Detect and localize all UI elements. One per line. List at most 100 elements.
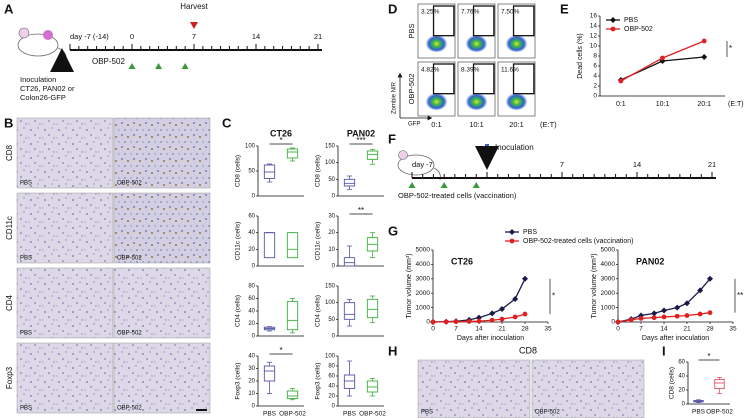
x-tick-label: 0 (431, 326, 435, 333)
day-label: 21 (314, 32, 322, 41)
x-tick-label: 21 (498, 326, 506, 333)
axis-label: CD8 (cells) (235, 155, 242, 187)
box (286, 148, 299, 159)
y-tick-label: 20 (678, 388, 685, 394)
data-point (701, 54, 708, 60)
data-point (660, 55, 665, 61)
x-tick-label: 28 (706, 326, 714, 333)
day-label: 7 (560, 160, 564, 169)
significance: * (279, 346, 282, 355)
y-tick-label: 5000 (416, 247, 431, 254)
chart-title: PAN02 (636, 256, 664, 266)
data-point (466, 319, 472, 324)
box (366, 298, 379, 319)
axis-label: CD4 (cells) (315, 295, 322, 327)
marker-triangle (128, 63, 136, 69)
data-point (638, 316, 644, 321)
panel-label: H (388, 343, 397, 358)
gate-percent: 3.25% (421, 9, 440, 16)
column-title: PAN02 (347, 128, 375, 138)
x-tick-label: 20:1 (697, 101, 711, 108)
y-tick-label: 6 (593, 63, 597, 70)
panel-label: C (222, 115, 232, 130)
data-point (661, 307, 667, 314)
box (286, 232, 299, 259)
gate-percent: 7.50% (501, 9, 520, 16)
y-tick-label: 100 (245, 144, 256, 150)
data-point (651, 315, 657, 321)
y-tick-label: 0 (682, 402, 686, 408)
marker-triangle (472, 182, 480, 188)
image-label: PBS (20, 256, 32, 262)
box (366, 380, 379, 393)
y-tick-label: 4000 (601, 261, 616, 268)
significance: * (552, 292, 555, 301)
panel-label: B (4, 115, 13, 130)
legend-marker (509, 238, 515, 244)
panel-label: F (388, 131, 396, 146)
y-tick-label: 30 (248, 366, 255, 372)
x-tick-label: 0:1 (616, 101, 626, 108)
inoculation-label: Inoculation (20, 75, 56, 84)
y-tick-label: 0 (332, 334, 336, 340)
y-tick-label: 2000 (416, 290, 431, 297)
marker-triangle (408, 182, 416, 188)
axis-label: PBS (407, 23, 416, 38)
x-axis-label: Days after inoculation (457, 335, 524, 342)
y-tick-label: 8 (593, 53, 597, 60)
histology-image (113, 192, 211, 264)
data-point (697, 311, 703, 317)
box (343, 302, 356, 320)
data-point (701, 38, 707, 44)
chart-title: CT26 (451, 256, 473, 266)
box (286, 390, 299, 399)
day-label: 14 (633, 160, 641, 169)
y-tick-label: 100 (325, 160, 336, 166)
x-tick-label: 35 (729, 326, 737, 333)
marker-triangle (190, 22, 198, 29)
y-tick-label: 1000 (416, 304, 431, 311)
legend-label: OBP-502-treated cells (vaccination) (523, 238, 634, 245)
panel-label: I (662, 343, 666, 358)
data-point (651, 310, 658, 317)
day-label: 0 (130, 32, 134, 41)
box (343, 257, 356, 267)
ratio-unit: (E:T) (540, 120, 557, 129)
y-tick-label: 60 (248, 214, 255, 220)
gate-percent: 7.76% (461, 9, 480, 16)
y-tick-label: 20 (248, 321, 255, 327)
data-point (684, 300, 690, 307)
box (714, 379, 725, 390)
significance: ** (358, 206, 364, 215)
box (263, 365, 276, 382)
y-tick-label: 100 (325, 300, 336, 306)
inoculation-label: CT26, PAN02 or (20, 84, 75, 93)
y-tick-label: 20 (328, 230, 335, 236)
y-tick-label: 50 (328, 177, 335, 183)
data-point (430, 319, 436, 325)
data-point (489, 317, 495, 323)
y-tick-label: 3000 (601, 276, 616, 283)
y-tick-label: 4000 (416, 261, 431, 268)
marker-triangle (440, 182, 448, 188)
gate (432, 5, 455, 37)
axis-label: CD11c (5, 216, 14, 240)
ratio-label: 20:1 (509, 120, 524, 129)
axis-label: Tumor volume (mm³) (591, 253, 598, 318)
data-point (684, 313, 690, 318)
axis-label: Tumor volume (mm³) (406, 253, 413, 318)
image-label: OBP-502 (117, 181, 142, 187)
x-tick-label: 28 (521, 326, 529, 333)
gate (472, 63, 495, 95)
axis-label: Foxp3 (5, 366, 14, 389)
data-point (707, 275, 713, 282)
histology-image (113, 342, 211, 414)
y-tick-label: 0 (426, 319, 430, 326)
axis-label: CD8 (cells) (315, 155, 322, 187)
axis-label: Zombie NIR (392, 81, 398, 114)
y-tick-label: 1000 (601, 304, 616, 311)
y-tick-label: 30 (328, 214, 335, 220)
gate-percent: 4.82% (421, 67, 440, 74)
treatment-label: OBP-502-treated cells (vaccination) (398, 191, 517, 200)
y-tick-label: 20 (328, 394, 335, 400)
